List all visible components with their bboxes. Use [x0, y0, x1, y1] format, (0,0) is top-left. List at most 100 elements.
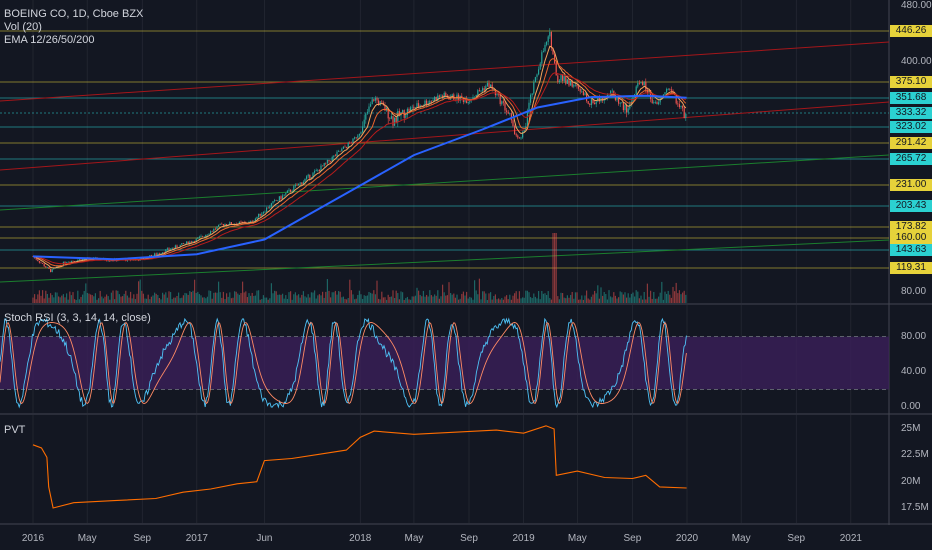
price-level-tag: 375.10: [890, 76, 932, 88]
volume-bar: [192, 290, 194, 303]
volume-bar: [90, 294, 92, 303]
volume-bar: [78, 299, 80, 303]
time-tick-label: Jun: [256, 533, 273, 544]
volume-bar: [64, 297, 66, 303]
candle-body: [514, 126, 516, 135]
volume-bar: [147, 294, 149, 303]
volume-bar: [662, 299, 664, 303]
volume-bar: [466, 291, 468, 303]
volume-bar: [515, 291, 517, 303]
candle-body: [670, 89, 672, 91]
candle-body: [347, 142, 349, 148]
candle-body: [555, 63, 557, 76]
volume-bar: [266, 297, 268, 303]
candle-body: [168, 248, 170, 250]
candle-body: [277, 200, 279, 201]
candle-body: [515, 134, 517, 136]
candle-body: [434, 97, 436, 101]
volume-bar: [77, 290, 79, 303]
candle-body: [426, 100, 428, 106]
candle-body: [464, 98, 466, 102]
volume-bar: [498, 298, 500, 303]
volume-bar: [66, 293, 68, 303]
pvt-legend: PVT: [4, 424, 26, 436]
volume-bar: [675, 282, 677, 303]
trend-line: [0, 101, 890, 171]
candle-body: [594, 102, 596, 105]
volume-bar: [294, 292, 296, 303]
candle-body: [469, 100, 471, 103]
candle-body: [261, 213, 263, 216]
volume-bar: [656, 298, 658, 303]
candle-body: [312, 172, 314, 178]
volume-bar: [141, 290, 143, 303]
candle-body: [682, 106, 684, 109]
candle-body: [176, 245, 178, 248]
candle-body: [683, 108, 685, 118]
volume-bar: [334, 290, 336, 303]
candle-body: [392, 116, 394, 126]
candle-body: [413, 106, 415, 109]
volume-bar: [504, 296, 506, 303]
candle-body: [322, 165, 324, 167]
candle-body: [574, 84, 576, 86]
volume-bar: [69, 291, 71, 303]
candle-body: [58, 266, 60, 267]
candle-body: [499, 94, 501, 105]
volume-bar: [179, 298, 181, 303]
candle-body: [659, 99, 661, 103]
candle-body: [573, 85, 575, 87]
volume-bar: [386, 299, 388, 303]
candle-body: [466, 98, 468, 104]
candle-body: [304, 178, 306, 182]
candle-body: [533, 82, 535, 94]
volume-bar: [627, 293, 629, 303]
trend-lines: [0, 41, 890, 283]
candle-body: [267, 207, 269, 209]
candle-body: [46, 267, 48, 268]
volume-bar: [630, 293, 632, 303]
volume-bar: [286, 298, 288, 303]
volume-bar: [283, 298, 285, 303]
candle-body: [590, 99, 592, 105]
volume-bar: [330, 297, 332, 303]
candle-body: [547, 36, 549, 42]
volume-bar: [243, 292, 245, 303]
volume-bar: [525, 290, 527, 303]
candle-body: [365, 113, 367, 120]
volume-bar: [533, 293, 535, 303]
volume-bar: [486, 299, 488, 303]
candle-body: [157, 253, 159, 255]
volume-bar: [138, 281, 140, 303]
volume-bar: [256, 290, 258, 303]
trend-line: [0, 239, 890, 283]
volume-bar: [434, 294, 436, 303]
volume-bar: [157, 295, 159, 303]
volume-bar: [413, 296, 415, 303]
volume-bar: [128, 297, 130, 303]
volume-bar: [170, 292, 172, 303]
volume-bar: [114, 299, 116, 303]
volume-bar: [611, 297, 613, 303]
volume-bar: [589, 299, 591, 303]
volume-bar: [200, 295, 202, 303]
volume-bar: [499, 299, 501, 303]
volume-bar: [197, 291, 199, 303]
candle-body: [251, 221, 253, 223]
candle-body: [584, 93, 586, 95]
candle-body: [45, 266, 47, 268]
volume-bar: [134, 299, 136, 303]
candle-body: [298, 183, 300, 186]
candle-body: [222, 224, 224, 226]
volume-bar: [155, 293, 157, 303]
volume-bar: [685, 294, 687, 303]
volume-bar: [552, 233, 554, 303]
candle-body: [406, 108, 408, 116]
volume-bar: [437, 290, 439, 303]
candle-body: [459, 95, 461, 101]
volume-bar: [475, 290, 477, 303]
volume-bar: [93, 296, 95, 303]
time-tick-label: May: [567, 533, 587, 544]
volume-bar: [107, 296, 109, 303]
